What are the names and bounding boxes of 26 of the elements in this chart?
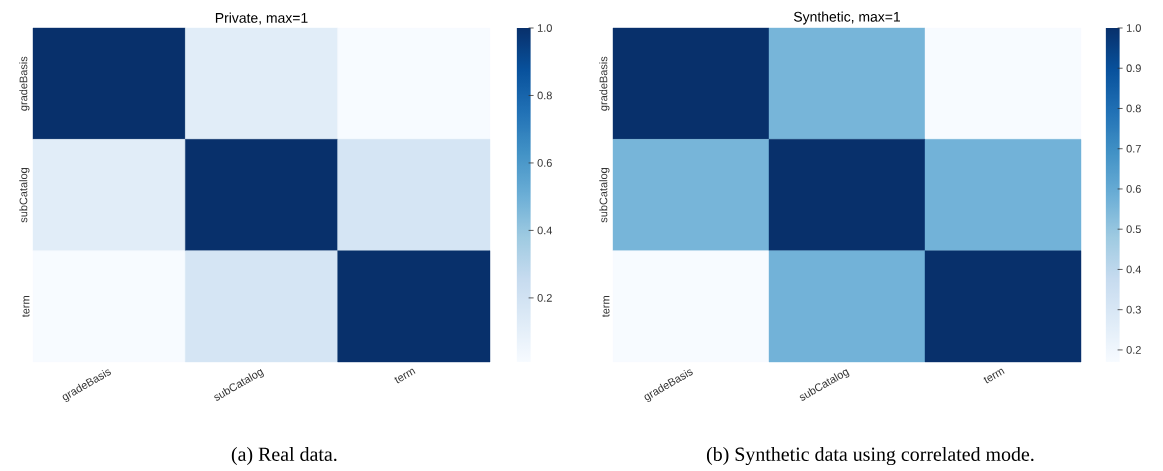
y-tick-label: subCatalog: [599, 168, 610, 223]
text: (b) Synthetic data using correlated mode.: [706, 446, 1034, 466]
y-tick-label: term: [22, 296, 30, 318]
color-bar-label: 0.8: [1126, 104, 1141, 113]
color-bar-label: 0.6: [537, 159, 552, 167]
color-bar-label: 0.4: [1126, 265, 1142, 274]
color-bar-label: 0.2: [537, 294, 552, 302]
y-tick-label: subCatalog: [19, 168, 30, 223]
text: (a) Real data.: [231, 446, 337, 466]
x-tick-label: term: [394, 368, 416, 384]
color-bar-label: 1.0: [537, 24, 552, 32]
y-tick-label: gradeBasis: [599, 56, 610, 111]
color-bar-label: 1.0: [1126, 24, 1141, 32]
color-bar-label: 0.9: [1126, 64, 1141, 73]
y-tick-label: gradeBasis: [19, 56, 30, 111]
chart-title: Synthetic, max=1: [793, 11, 900, 25]
chart-title: Private, max=1: [215, 12, 308, 25]
color-bar-label: 0.8: [537, 91, 552, 100]
color-bar-label: 0.2: [1126, 346, 1141, 354]
y-tick-label: term: [602, 296, 610, 318]
color-bar-label: 0.3: [1126, 305, 1141, 314]
color-bar-label: 0.5: [1126, 225, 1141, 234]
color-bar-label: 0.7: [1126, 144, 1141, 153]
x-tick-label: term: [983, 368, 1005, 384]
color-bar-label: 0.6: [1126, 185, 1141, 193]
color-bar-label: 0.4: [537, 226, 553, 235]
